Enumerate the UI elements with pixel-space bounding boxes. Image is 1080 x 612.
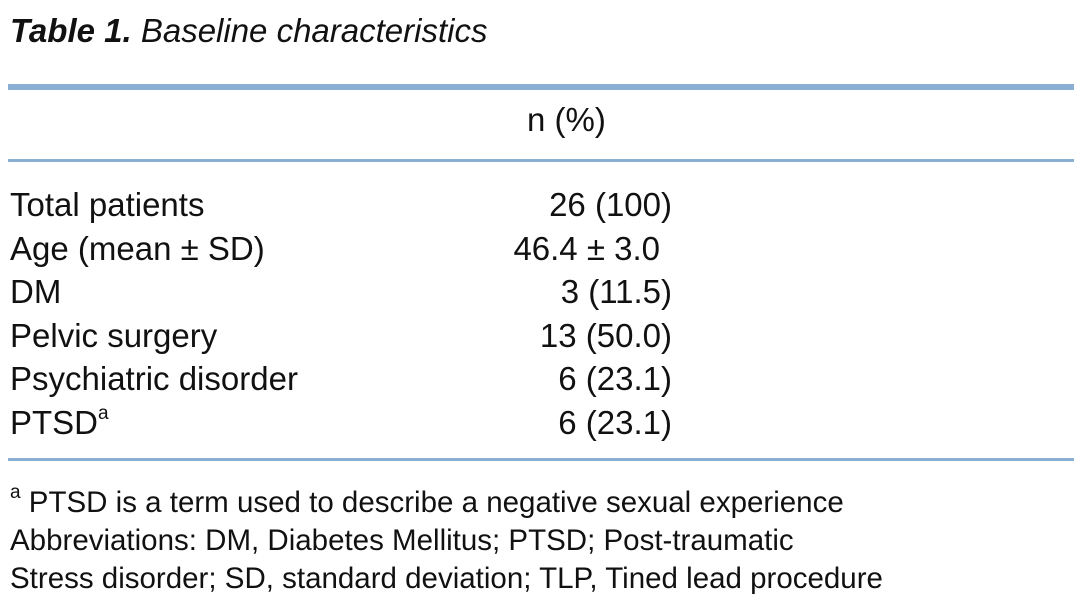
row-label: Psychiatric disorder xyxy=(10,360,298,397)
row-value: 6 (23.1) xyxy=(558,360,672,397)
row-label: Pelvic surgery xyxy=(10,316,218,354)
table-row-age: Age (mean ± SD) 46.4 ± 3.0 xyxy=(10,229,710,273)
footnote-marker: a xyxy=(98,402,109,424)
table-caption: Table 1. Baseline characteristics xyxy=(10,12,487,50)
row-label-text: PTSD xyxy=(10,403,99,441)
row-label: PTSDa xyxy=(10,403,109,443)
table-bottom-rule xyxy=(8,458,1074,461)
row-label: Age (mean ± SD) xyxy=(10,229,265,267)
column-header-n-percent: n (%) xyxy=(527,101,606,138)
table-caption-label: Table 1. xyxy=(10,12,132,49)
table-body: Total patients 26 (100) Age (mean ± SD) … xyxy=(10,185,710,446)
row-value: 46.4 ± 3.0 xyxy=(513,229,660,267)
table-row-dm: DM 3 (11.5) xyxy=(10,272,710,316)
table-caption-title: Baseline characteristics xyxy=(140,12,488,49)
footnote-a-text: PTSD is a term used to describe a negati… xyxy=(28,486,844,519)
table-row-ptsd: PTSDa 6 (23.1) xyxy=(10,403,710,447)
table-footnotes: a PTSD is a term used to describe a nega… xyxy=(10,482,883,598)
abbreviations-line-2: Stress disorder; SD, standard deviation;… xyxy=(10,562,883,595)
row-value: 13 (50.0) xyxy=(539,316,672,354)
footnote-a: a PTSD is a term used to describe a nega… xyxy=(10,482,883,522)
row-label: DM xyxy=(10,273,62,310)
row-value: 26 (100) xyxy=(549,186,672,223)
table-top-rule xyxy=(8,84,1074,90)
table-row-psychiatric-disorder: Psychiatric disorder 6 (23.1) xyxy=(10,359,710,403)
row-label: Total patients xyxy=(10,186,205,223)
table-header-rule xyxy=(8,159,1074,162)
row-value: 6 (23.1) xyxy=(558,403,672,441)
abbreviations-line-1: Abbreviations: DM, Diabetes Mellitus; PT… xyxy=(10,524,794,557)
table-row-total-patients: Total patients 26 (100) xyxy=(10,185,710,229)
footnote-marker: a xyxy=(10,482,21,504)
table-row-pelvic-surgery: Pelvic surgery 13 (50.0) xyxy=(10,316,710,360)
row-value: 3 (11.5) xyxy=(560,273,672,310)
